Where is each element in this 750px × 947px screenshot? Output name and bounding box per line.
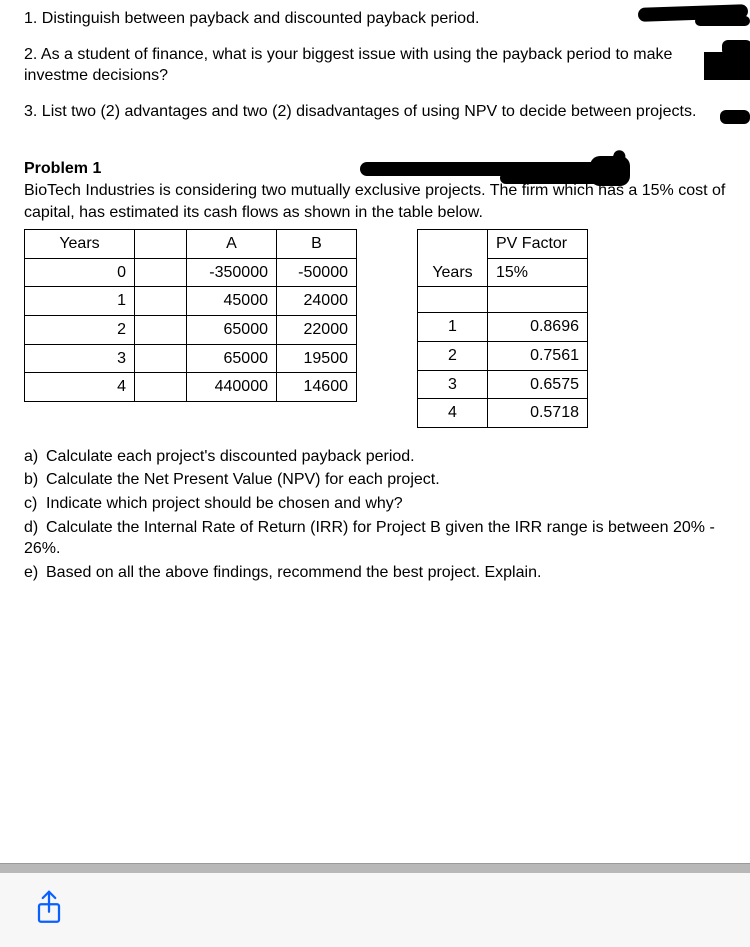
sub-questions: a)Calculate each project's discounted pa… [24,446,734,584]
cell-year: 0 [25,258,135,287]
cell-a: 440000 [187,373,277,402]
pv-factor [488,287,588,313]
pv-year: 1 [418,313,488,342]
subq-text: Calculate the Net Present Value (NPV) fo… [46,471,440,488]
cell-year: 2 [25,315,135,344]
pv-year: 2 [418,341,488,370]
pv-factor: 0.7561 [488,341,588,370]
subq-text: Indicate which project should be chosen … [46,495,403,512]
table-row: 4 0.5718 [418,399,588,428]
table-row: 3 0.6575 [418,370,588,399]
table-row: Years A B [25,230,357,259]
cell-blank [135,344,187,373]
table-row: 2 65000 22000 [25,315,357,344]
cell-b: -50000 [277,258,357,287]
pv-factor: 0.6575 [488,370,588,399]
subq-text: Based on all the above findings, recomme… [46,564,541,581]
question-1: 1. Distinguish between payback and disco… [24,8,734,30]
cell-blank [135,373,187,402]
table-row: 1 0.8696 [418,313,588,342]
cell-a: 65000 [187,315,277,344]
question-3: 3. List two (2) advantages and two (2) d… [24,101,734,123]
share-button[interactable] [34,889,64,932]
col-header-a: A [187,230,277,259]
toolbar-separator [0,863,750,873]
pv-header-years: Years [418,258,488,287]
cell-a: 45000 [187,287,277,316]
share-icon [34,889,64,927]
table-row: 2 0.7561 [418,341,588,370]
table-row: 0 -350000 -50000 [25,258,357,287]
cell-b: 22000 [277,315,357,344]
subq-label: a) [24,446,46,468]
subq-text: Calculate each project's discounted payb… [46,448,415,465]
problem-description: BioTech Industries is considering two mu… [24,180,734,223]
subq-d: d)Calculate the Internal Rate of Return … [24,517,734,560]
redaction-mark [704,52,750,80]
pv-header-rate: 15% [488,258,588,287]
redaction-mark [722,40,750,56]
subq-text: Calculate the Internal Rate of Return (I… [24,519,715,558]
table-row: Years 15% [418,258,588,287]
tables-row: Years A B 0 -350000 -50000 1 45000 24000 [24,229,734,428]
cashflow-table: Years A B 0 -350000 -50000 1 45000 24000 [24,229,357,402]
pv-header-top: PV Factor [488,230,588,259]
cell-b: 24000 [277,287,357,316]
subq-label: d) [24,517,46,539]
col-header-years: Years [25,230,135,259]
document-page: 1. Distinguish between payback and disco… [0,0,750,947]
cell-year: 1 [25,287,135,316]
pv-year [418,287,488,313]
bottom-toolbar [0,873,750,947]
pv-factor-table: PV Factor Years 15% 1 0.8696 2 0.7561 [417,229,588,428]
cell-b: 19500 [277,344,357,373]
table-row: PV Factor [418,230,588,259]
question-2: 2. As a student of finance, what is your… [24,44,734,87]
pv-factor: 0.5718 [488,399,588,428]
subq-label: c) [24,493,46,515]
table-row [418,287,588,313]
pv-year: 3 [418,370,488,399]
cell-year: 4 [25,373,135,402]
subq-label: b) [24,469,46,491]
pv-factor: 0.8696 [488,313,588,342]
pv-header-blank [418,230,488,259]
cell-a: 65000 [187,344,277,373]
subq-label: e) [24,562,46,584]
table-row: 4 440000 14600 [25,373,357,402]
subq-e: e)Based on all the above findings, recom… [24,562,734,584]
cell-blank [135,315,187,344]
redaction-mark [720,110,750,124]
document-content: 1. Distinguish between payback and disco… [0,0,750,583]
cell-blank [135,258,187,287]
cell-b: 14600 [277,373,357,402]
cell-year: 3 [25,344,135,373]
cell-blank [135,287,187,316]
subq-c: c)Indicate which project should be chose… [24,493,734,515]
subq-a: a)Calculate each project's discounted pa… [24,446,734,468]
cell-a: -350000 [187,258,277,287]
col-header-blank [135,230,187,259]
subq-b: b)Calculate the Net Present Value (NPV) … [24,469,734,491]
pv-year: 4 [418,399,488,428]
redaction-mark [695,16,750,26]
table-row: 1 45000 24000 [25,287,357,316]
table-row: 3 65000 19500 [25,344,357,373]
col-header-b: B [277,230,357,259]
